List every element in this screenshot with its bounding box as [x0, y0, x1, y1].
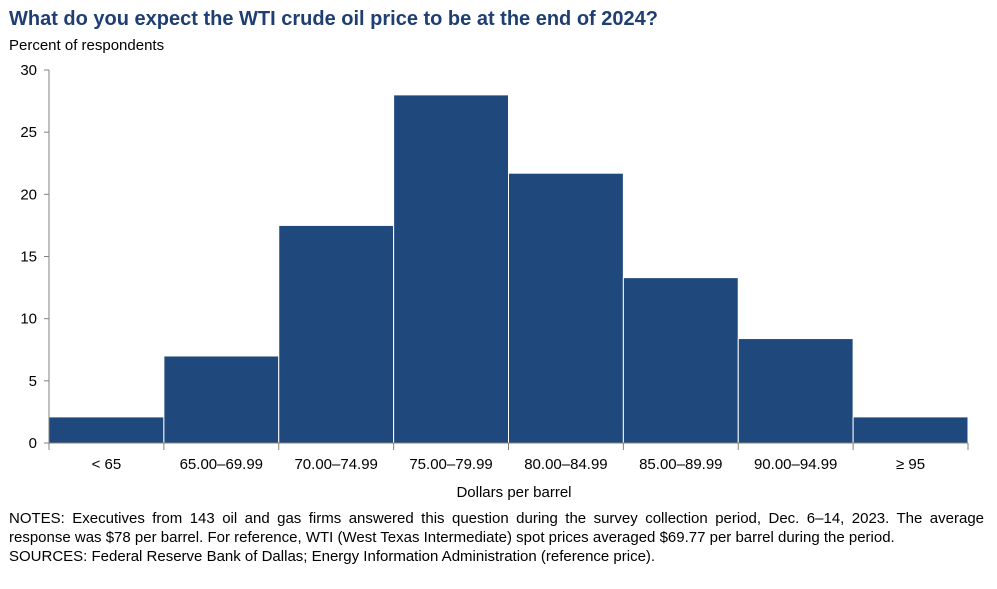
bar-4 — [508, 172, 624, 444]
x-tick-label-4: 80.00–84.99 — [524, 456, 607, 473]
x-axis: < 65 65.00–69.99 70.00–74.99 75.00–79.99 80.… — [48, 442, 969, 473]
x-tick-label-1: 65.00–69.99 — [180, 456, 263, 473]
bar-6 — [737, 338, 854, 444]
y-tick-label-4: 20 — [20, 186, 37, 203]
y-axis: 0 5 10 15 20 25 30 — [20, 62, 50, 452]
y-tick-label-5: 25 — [20, 124, 37, 141]
x-tick-label-5: 85.00–89.99 — [639, 456, 722, 473]
bar-1 — [163, 355, 280, 444]
bars-group — [48, 94, 969, 444]
x-tick-label-7: ≥ 95 — [896, 456, 925, 473]
bar-0 — [48, 416, 165, 444]
x-tick-label-2: 70.00–74.99 — [294, 456, 377, 473]
bar-2 — [278, 224, 395, 444]
y-tick-label-6: 30 — [20, 62, 37, 79]
y-tick-label-2: 10 — [20, 311, 37, 328]
y-tick-label-1: 5 — [29, 373, 37, 390]
y-tick-label-0: 0 — [29, 435, 37, 452]
sources-text: SOURCES: Federal Reserve Bank of Dallas;… — [9, 548, 656, 565]
notes-text: NOTES: Executives from 143 oil and gas f… — [9, 510, 984, 546]
notes-block: NOTES: Executives from 143 oil and gas f… — [9, 509, 984, 566]
y-axis-label: Percent of respondents — [9, 37, 165, 54]
y-tick-label-3: 15 — [20, 249, 37, 266]
chart-title: What do you expect the WTI crude oil pri… — [9, 8, 658, 30]
bar-7 — [852, 416, 969, 444]
x-tick-label-3: 75.00–79.99 — [409, 456, 492, 473]
bar-3 — [393, 94, 509, 444]
bar-5 — [622, 277, 739, 444]
x-tick-label-6: 90.00–94.99 — [754, 456, 837, 473]
x-axis-label: Dollars per barrel — [456, 484, 571, 501]
x-tick-label-0: < 65 — [92, 456, 122, 473]
histogram-chart: 0 5 10 15 20 25 30 < 65 65.00–69.99 70.00–74.99 7… — [20, 62, 969, 501]
